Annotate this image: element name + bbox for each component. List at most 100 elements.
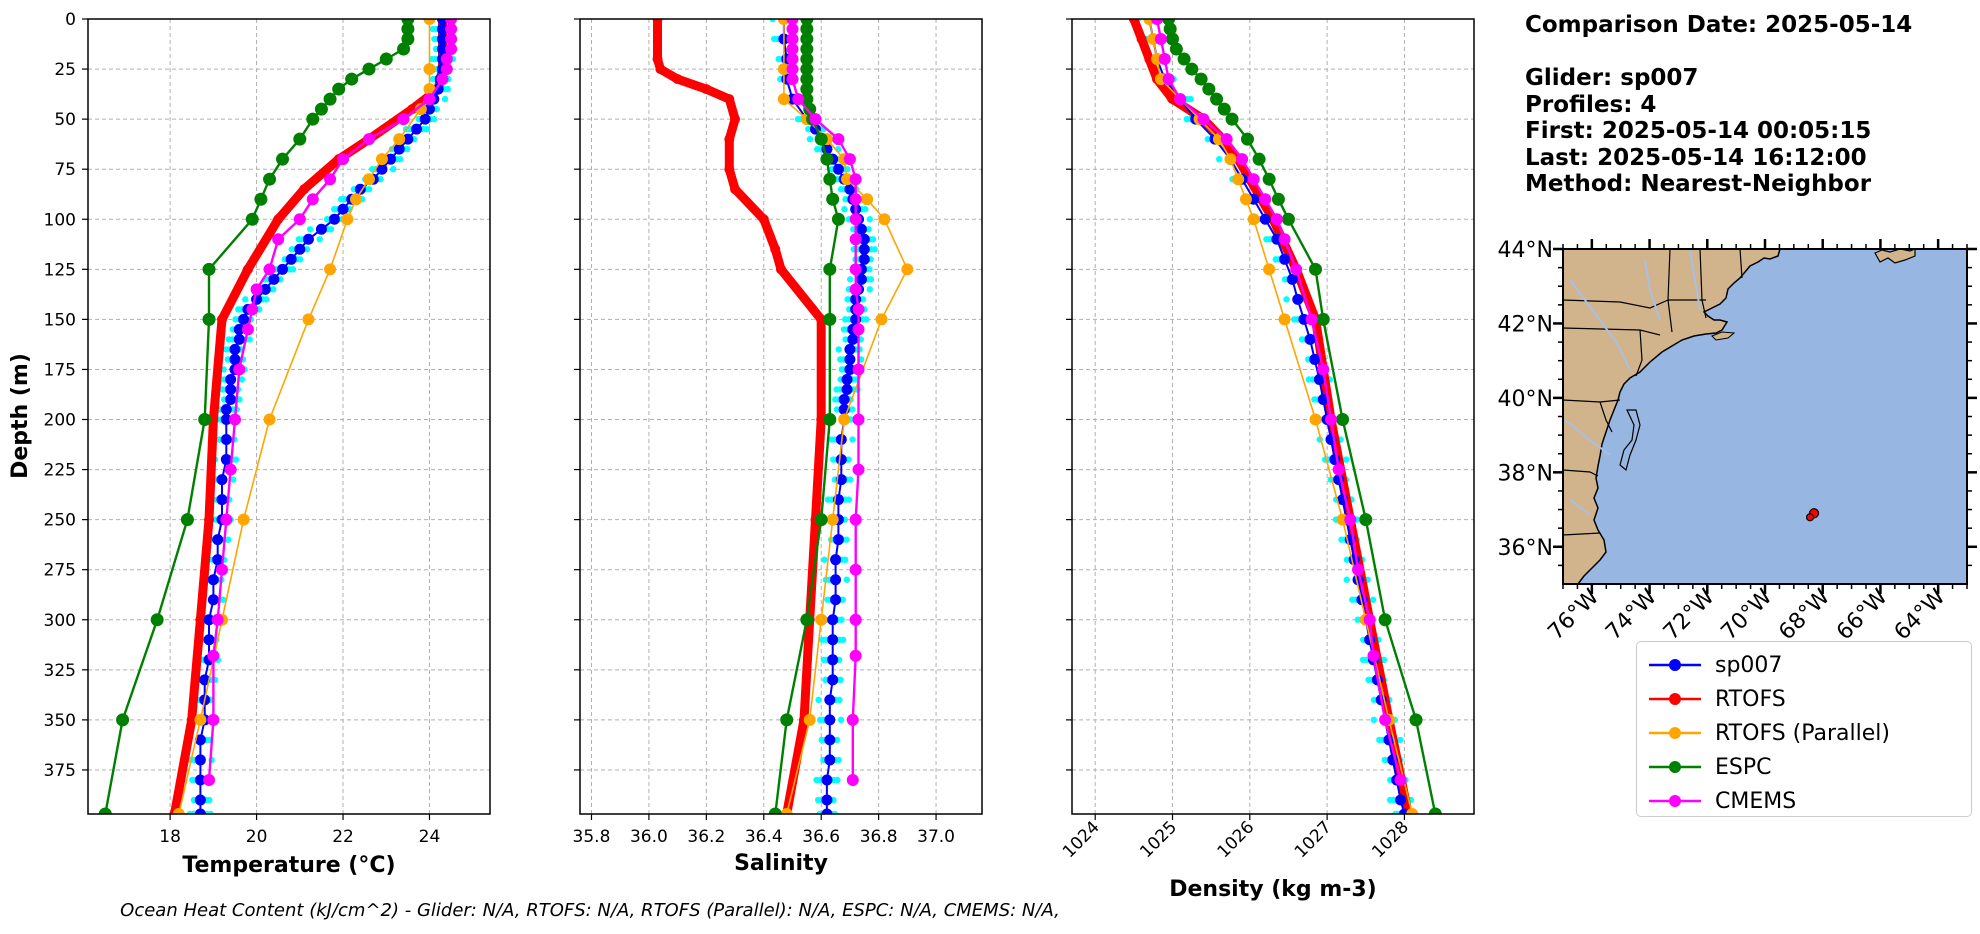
glider-raw-point [867,276,875,283]
y-tick-label: 275 [44,561,76,581]
data-point [809,113,822,126]
state-borders [1563,249,1743,536]
data-point [194,774,206,786]
glider-raw-point [866,216,873,223]
data-point [294,243,306,255]
glider-raw-point [389,165,397,173]
data-point [849,283,862,296]
data-point [1270,213,1283,226]
data-point [841,373,853,385]
glider-raw-point [224,536,232,543]
data-point [324,173,337,186]
data-point [423,93,436,106]
map-ticks [1553,239,1977,594]
data-point [194,713,207,726]
data-point [730,184,741,195]
glider-raw-point [423,125,431,133]
data-point [402,133,414,145]
data-point [379,52,393,66]
data-point [293,213,306,226]
data-point [203,773,216,786]
data-point [393,133,406,146]
y-tick-label: 375 [44,761,76,781]
data-point [98,807,112,814]
data-point [855,223,867,235]
data-point [228,413,241,426]
x-tick-label: 37.0 [917,827,955,847]
data-point [440,63,453,76]
data-point [1247,173,1260,186]
data-point [238,313,250,325]
data-point [830,554,842,566]
data-point [724,134,735,145]
data-point [254,192,268,206]
data-point [730,114,741,125]
data-point [849,213,862,226]
glider-raw-point [837,716,845,724]
y-tick-label: 225 [44,461,76,481]
glider-raw-point [270,286,277,293]
data-point [225,383,237,395]
data-point [323,92,337,106]
data-point [821,808,833,814]
series-line-sp007 [1148,19,1406,814]
data-point [268,273,280,285]
data-point [1128,19,1139,24]
data-point [1259,193,1272,206]
data-point [800,52,814,66]
data-point [198,413,212,427]
glider-raw-point [843,536,850,543]
data-point [263,172,277,186]
glider-raw-point [835,756,842,764]
data-point [1379,713,1392,726]
data-point [841,383,853,395]
data-point [401,32,415,46]
data-point [216,474,228,486]
data-point [306,112,320,126]
data-point [844,183,856,195]
data-point [786,53,799,66]
glider-raw-point [862,206,869,213]
data-point [315,223,327,235]
data-point [220,454,232,466]
data-point [758,214,769,225]
data-point [672,74,683,85]
glider-raw-point [1283,296,1290,303]
data-point [225,373,237,385]
data-point [849,649,862,662]
data-point [1309,262,1323,276]
glider-raw-point [871,246,878,253]
map-lon-label: 66°W [1832,584,1893,645]
map-lat-label: 42°N [1498,312,1553,337]
data-point [233,333,245,345]
x-tick-label: 36.0 [630,827,668,847]
data-point [800,82,814,96]
glider-raw-point [869,236,877,243]
data-point [786,19,799,25]
data-point [858,243,870,255]
axes-frame [1071,18,1475,815]
glider-raw-point [833,736,841,744]
glider-raw-point [1342,456,1350,463]
data-point [770,244,781,255]
data-point [827,614,839,626]
data-point [1232,173,1245,186]
data-point [1290,263,1303,276]
profile-count: Profiles: 4 [1525,91,1657,118]
data-point [814,513,828,527]
glider-raw-point [230,476,237,483]
glider-raw-point [815,696,822,704]
data-point [823,262,837,276]
data-point [855,273,867,285]
data-point [858,233,870,245]
glider-raw-point [296,256,304,263]
data-point [844,363,856,375]
glider-raw-point [219,596,227,603]
glider-raw-point [845,496,853,503]
data-point [180,513,194,527]
data-point [341,213,354,226]
data-point [786,73,799,86]
glider-position-marker-2 [1805,513,1815,522]
glider-raw-point [849,406,856,413]
glider-raw-point [865,226,872,233]
